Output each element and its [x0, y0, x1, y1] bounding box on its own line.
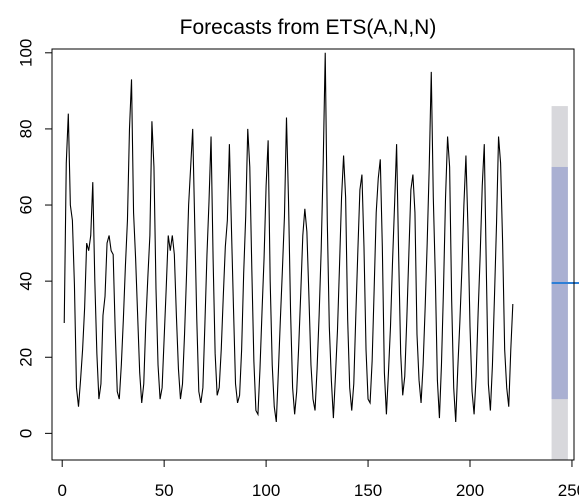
chart-title: Forecasts from ETS(A,N,N) — [180, 16, 437, 39]
series-layer — [63, 52, 579, 423]
y-tick-label: 60 — [16, 196, 35, 215]
y-tick-label: 0 — [16, 429, 35, 438]
y-tick-label: 20 — [16, 348, 35, 367]
x-tick-label: 0 — [57, 481, 66, 500]
y-tick-label: 80 — [16, 119, 35, 138]
x-axis: 0 50 100 150 200 250 — [57, 459, 579, 500]
y-axis: 0 20 40 60 80 100 — [16, 39, 53, 438]
x-tick-label: 200 — [456, 481, 484, 500]
x-tick-label: 250 — [558, 481, 579, 500]
y-tick-label: 40 — [16, 272, 35, 291]
y-tick-label: 100 — [16, 39, 35, 67]
x-tick-label: 50 — [155, 481, 174, 500]
observed-series-line — [63, 52, 514, 423]
x-tick-label: 100 — [252, 481, 280, 500]
x-tick-label: 150 — [354, 481, 382, 500]
